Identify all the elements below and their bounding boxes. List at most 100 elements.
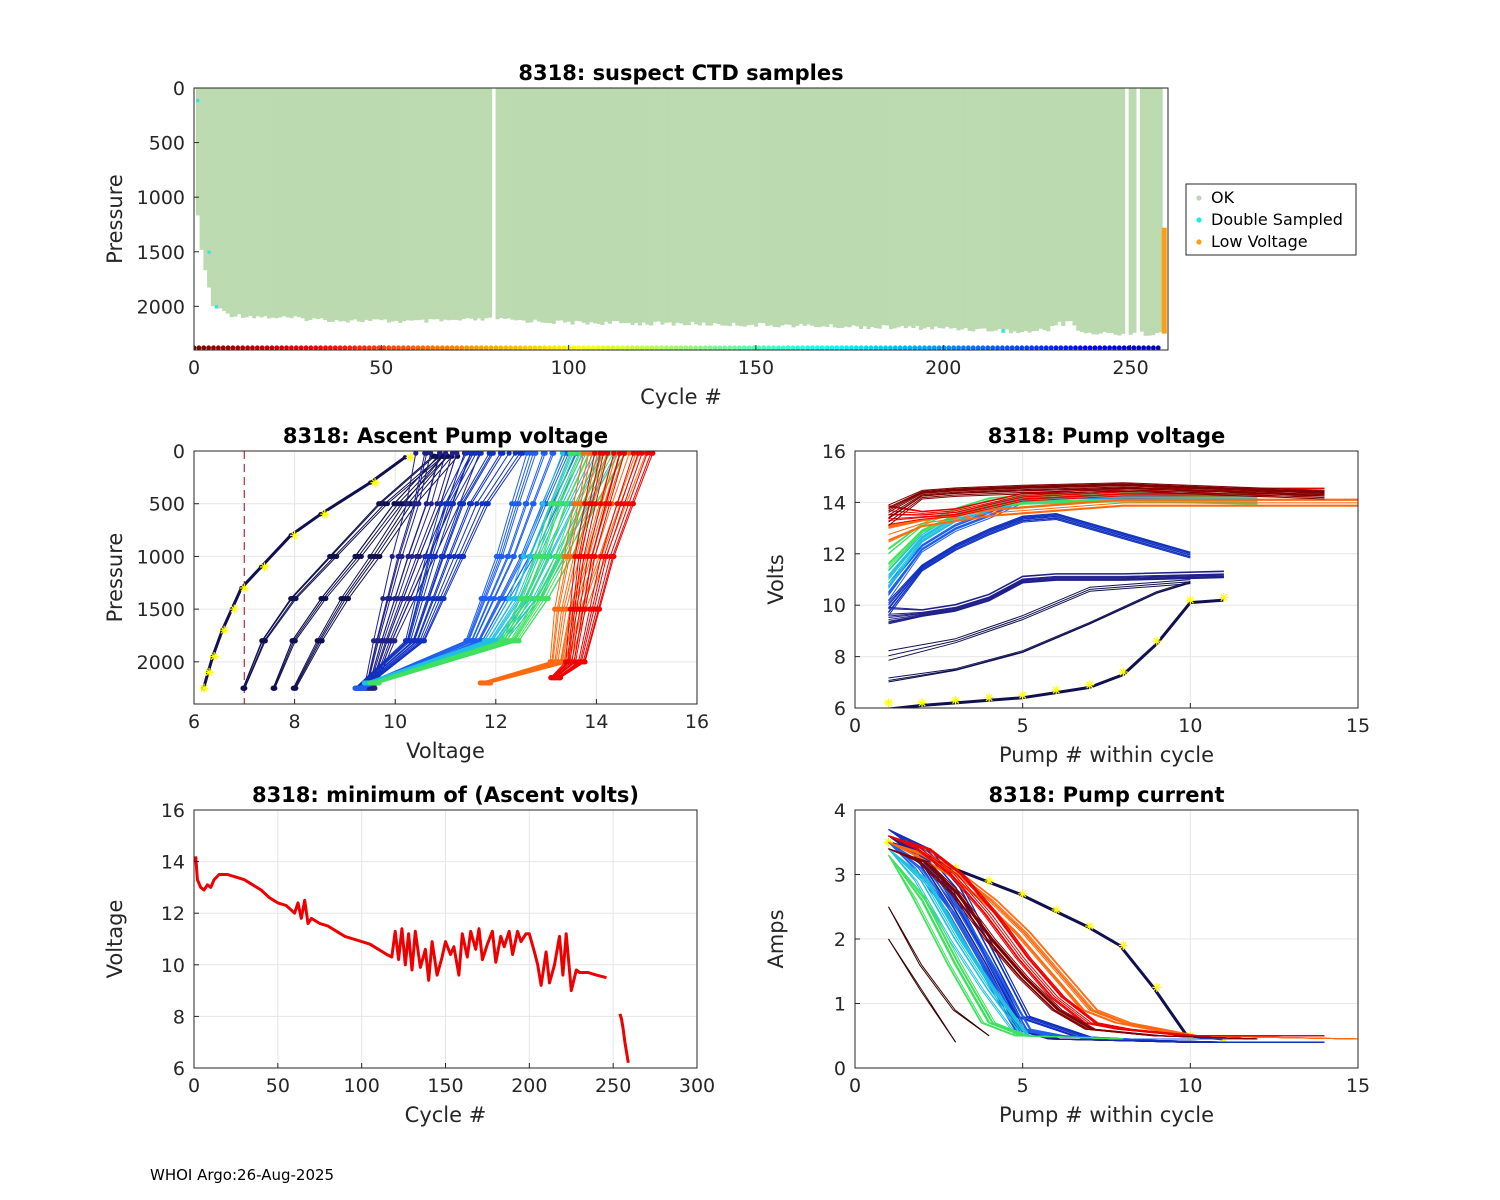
pump-voltage-line (888, 493, 1325, 522)
pump-voltage-line (888, 486, 1325, 516)
ascent-point (377, 553, 383, 560)
ok-profile-bar (952, 88, 957, 329)
cycle-color-dot (1009, 345, 1015, 350)
cycle-color-dot (293, 345, 299, 350)
min-volts-line (194, 856, 607, 993)
cycle-marker (1051, 905, 1061, 915)
pump-voltage-line (888, 489, 1325, 523)
ascent-point (409, 553, 415, 560)
ok-profile-bar (892, 88, 897, 329)
ok-profile-bar (855, 88, 860, 327)
ascent-point (596, 606, 603, 612)
ok-profile-bar (667, 88, 672, 323)
ok-profile-bar (289, 88, 294, 319)
ok-profile-bar (1008, 88, 1013, 334)
cycle-color-dot (746, 345, 752, 350)
ok-profile-bar (345, 88, 350, 323)
ascent-point (368, 480, 373, 485)
ok-profile-bar (240, 88, 245, 318)
cycle-color-dot (527, 345, 533, 350)
ok-profile-bar (945, 88, 950, 327)
ascent-point (474, 501, 480, 507)
ascent-line (554, 452, 621, 678)
ascent-line (365, 452, 426, 689)
ascent-point (605, 451, 611, 456)
cycle-color-dot (522, 345, 528, 350)
cycle-color-dot (401, 345, 406, 350)
cycle-color-dot (688, 345, 694, 350)
ascent-point (387, 595, 393, 602)
ascent-point (420, 595, 426, 602)
ascent-point (580, 451, 586, 456)
ascent-line (557, 452, 639, 679)
ascent-point (293, 685, 299, 691)
ascent-point (473, 451, 479, 456)
ascent-point (540, 501, 546, 507)
ok-profile-bar (503, 88, 508, 319)
ok-profile-bar (941, 88, 946, 329)
ascent-line (550, 453, 596, 678)
ok-profile-bar (780, 88, 785, 326)
cycle-marker (405, 452, 415, 462)
ascent-point (407, 595, 414, 602)
cycle-color-dot (454, 345, 460, 350)
ok-profile-bar (937, 88, 942, 328)
ok-profile-bar (873, 88, 878, 329)
cycle-color-dot (1097, 345, 1103, 350)
ok-profile-bar (604, 88, 609, 322)
cycle-color-dot (951, 345, 957, 350)
cycle-color-dot (235, 345, 241, 350)
cycle-marker (1018, 889, 1028, 899)
ascent-point (262, 638, 268, 644)
ok-profile-bar (252, 88, 257, 319)
ok-profile-bar (956, 88, 961, 331)
pump-voltage-line (888, 495, 1325, 525)
legend-marker (1196, 217, 1202, 223)
cycle-color-dot (702, 345, 708, 350)
cycle-color-dot (547, 345, 552, 350)
y-axis-label: Pressure (103, 533, 127, 623)
cycle-color-dot (508, 345, 513, 350)
ok-profile-bar (754, 88, 759, 327)
cycle-color-dot (853, 345, 859, 350)
ascent-point (442, 451, 449, 456)
y-tick-label: 12 (822, 544, 846, 566)
ok-profile-bar (622, 88, 627, 324)
cycle-color-dot (542, 345, 548, 350)
ascent-point (292, 638, 298, 644)
ok-profile-bar (933, 88, 938, 327)
ascent-point (650, 451, 656, 456)
ascent-line (356, 452, 537, 689)
min-ascent-volts-plot: 0 50 100 150 200 250 300 6 8 10 12 14 16 8318: minimu… (103, 783, 715, 1127)
cycle-color-dot (439, 345, 445, 350)
ok-profile-bar (832, 88, 837, 328)
cycle-color-dot (1073, 345, 1078, 350)
cycle-marker (984, 693, 994, 703)
cycle-color-dot (620, 345, 625, 350)
ok-profile-bar (1072, 88, 1077, 326)
ascent-point (535, 553, 541, 560)
ascent-voltage-plot: 6 8 10 12 14 16 0 500 1000 1500 2000 8318: Ascent P… (103, 424, 709, 763)
cycle-color-dot (625, 345, 630, 350)
ok-profile-bar (716, 88, 721, 325)
plot-content (194, 88, 1167, 350)
ascent-point (395, 501, 401, 507)
cycle-color-dot (888, 345, 893, 350)
ascent-point (441, 595, 447, 602)
ascent-point (527, 553, 534, 560)
cycle-color-dot (732, 345, 737, 350)
ok-profile-bar (461, 88, 466, 319)
y-axis-label: Volts (764, 554, 788, 605)
cycle-color-dot (1150, 345, 1156, 350)
pump-voltage-line (888, 513, 1191, 602)
cycle-marker (1085, 921, 1095, 931)
ascent-line (360, 452, 504, 689)
ok-profile-bar (443, 88, 448, 320)
cycle-color-dot (240, 345, 246, 350)
cycle-color-dot (586, 345, 591, 350)
ascent-point (591, 451, 598, 456)
cycle-color-dot (771, 345, 776, 350)
ascent-line (272, 455, 439, 689)
ok-profile-bar (454, 88, 459, 320)
ascent-line (370, 452, 576, 684)
